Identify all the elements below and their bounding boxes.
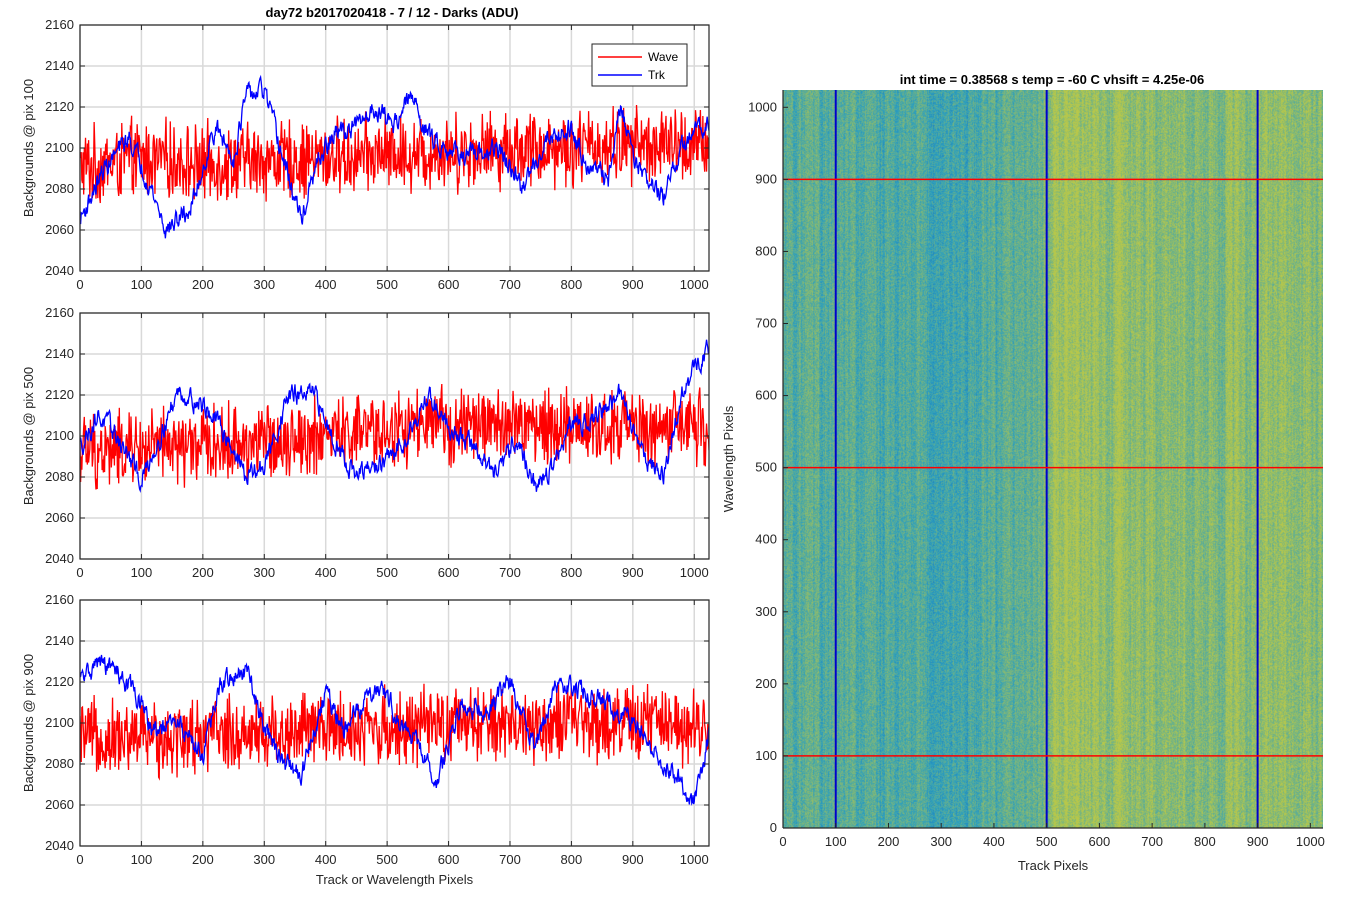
x-tick-label: 200 xyxy=(878,834,900,849)
x-tick-label: 0 xyxy=(76,852,83,867)
line-panel-pix-500: 0 100 200 300 400 500 600 700 800 900 1000 2040 2060… xyxy=(21,305,710,580)
x-tick-label: 100 xyxy=(131,852,153,867)
y-tick-label: 2080 xyxy=(45,756,74,771)
legend-label-wave: Wave xyxy=(648,50,679,64)
y-tick-label: 100 xyxy=(755,748,777,763)
y-tick-label: 2040 xyxy=(45,263,74,278)
x-tick-label: 300 xyxy=(253,277,275,292)
x-tick-label: 400 xyxy=(315,277,337,292)
x-tick-label: 600 xyxy=(1089,834,1111,849)
heatmap-image xyxy=(783,90,1323,828)
y-tick-label: 2100 xyxy=(45,428,74,443)
y-tick-label: 2100 xyxy=(45,715,74,730)
y-tick-label: 2120 xyxy=(45,387,74,402)
x-tick-label: 300 xyxy=(930,834,952,849)
x-tick-label: 200 xyxy=(192,565,214,580)
y-tick-label: 700 xyxy=(755,316,777,331)
y-tick-label: 2080 xyxy=(45,181,74,196)
y-tick-label: 2080 xyxy=(45,469,74,484)
x-tick-label: 100 xyxy=(825,834,847,849)
x-tick-label: 500 xyxy=(376,277,398,292)
y-tick-label: 2040 xyxy=(45,838,74,853)
heatmap-title: int time = 0.38568 s temp = -60 C vhsift… xyxy=(900,72,1205,87)
x-tick-label: 300 xyxy=(253,565,275,580)
x-tick-label: 300 xyxy=(253,852,275,867)
x-tick-label: 1000 xyxy=(680,277,709,292)
y-axis-label: Backgrounds @ pix 100 xyxy=(21,79,36,217)
x-tick-label: 800 xyxy=(561,852,583,867)
x-tick-label: 0 xyxy=(76,565,83,580)
y-tick-label: 2160 xyxy=(45,17,74,32)
x-axis-label: Track or Wavelength Pixels xyxy=(316,872,474,887)
x-tick-label: 700 xyxy=(1141,834,1163,849)
left-figure-title: day72 b2017020418 - 7 / 12 - Darks (ADU) xyxy=(266,5,519,20)
heatmap-panel: 0 100 200 300 400 500 600 700 800 900 1000 0 100 200 3… xyxy=(721,90,1325,873)
line-panel-pix-100: 0 100 200 300 400 500 600 700 800 900 1000 2040 2060… xyxy=(21,17,710,292)
y-tick-label: 2060 xyxy=(45,797,74,812)
x-tick-label: 200 xyxy=(192,852,214,867)
x-tick-label: 100 xyxy=(131,565,153,580)
x-tick-label: 200 xyxy=(192,277,214,292)
x-tick-label: 900 xyxy=(622,852,644,867)
y-tick-label: 2160 xyxy=(45,592,74,607)
x-tick-label: 400 xyxy=(315,565,337,580)
x-tick-label: 900 xyxy=(622,277,644,292)
series-line-wave xyxy=(80,104,709,204)
x-tick-label: 1000 xyxy=(1296,834,1325,849)
y-axis-label: Backgrounds @ pix 500 xyxy=(21,367,36,505)
series-line-trk xyxy=(80,74,709,239)
y-tick-label: 2100 xyxy=(45,140,74,155)
x-tick-label: 500 xyxy=(1036,834,1058,849)
y-tick-label: 2060 xyxy=(45,222,74,237)
x-tick-label: 600 xyxy=(438,852,460,867)
y-tick-label: 1000 xyxy=(748,99,777,114)
x-tick-label: 800 xyxy=(561,565,583,580)
legend-label-trk: Trk xyxy=(648,68,666,82)
line-panel-pix-900: 0 100 200 300 400 500 600 700 800 900 1000 2040 2060… xyxy=(21,592,710,887)
x-tick-label: 500 xyxy=(376,852,398,867)
y-axis-label: Backgrounds @ pix 900 xyxy=(21,654,36,792)
x-tick-label: 1000 xyxy=(680,852,709,867)
x-tick-label: 600 xyxy=(438,277,460,292)
x-tick-label: 800 xyxy=(1194,834,1216,849)
y-tick-label: 2040 xyxy=(45,551,74,566)
y-axis-label: Wavelength Pixels xyxy=(721,405,736,512)
x-tick-label: 600 xyxy=(438,565,460,580)
x-tick-label: 900 xyxy=(1247,834,1269,849)
y-tick-label: 900 xyxy=(755,171,777,186)
y-tick-label: 500 xyxy=(755,460,777,475)
y-tick-label: 2140 xyxy=(45,58,74,73)
y-tick-label: 2120 xyxy=(45,99,74,114)
y-tick-label: 300 xyxy=(755,604,777,619)
x-tick-label: 400 xyxy=(315,852,337,867)
y-tick-label: 2140 xyxy=(45,633,74,648)
x-tick-label: 800 xyxy=(561,277,583,292)
y-tick-label: 2160 xyxy=(45,305,74,320)
x-tick-label: 700 xyxy=(499,565,521,580)
y-tick-label: 400 xyxy=(755,532,777,547)
y-tick-label: 2120 xyxy=(45,674,74,689)
y-tick-label: 2140 xyxy=(45,346,74,361)
y-tick-label: 0 xyxy=(770,820,777,835)
x-tick-label: 400 xyxy=(983,834,1005,849)
x-axis-label: Track Pixels xyxy=(1018,858,1089,873)
x-tick-label: 1000 xyxy=(680,565,709,580)
x-tick-label: 700 xyxy=(499,852,521,867)
y-tick-label: 2060 xyxy=(45,510,74,525)
x-tick-label: 100 xyxy=(131,277,153,292)
x-tick-label: 500 xyxy=(376,565,398,580)
y-tick-label: 600 xyxy=(755,388,777,403)
x-tick-label: 0 xyxy=(779,834,786,849)
x-tick-label: 900 xyxy=(622,565,644,580)
x-tick-label: 0 xyxy=(76,277,83,292)
y-tick-label: 200 xyxy=(755,676,777,691)
series-line-trk xyxy=(80,654,709,806)
y-tick-label: 800 xyxy=(755,243,777,258)
series-line-trk xyxy=(80,339,709,494)
legend-box xyxy=(591,43,688,87)
x-tick-label: 700 xyxy=(499,277,521,292)
